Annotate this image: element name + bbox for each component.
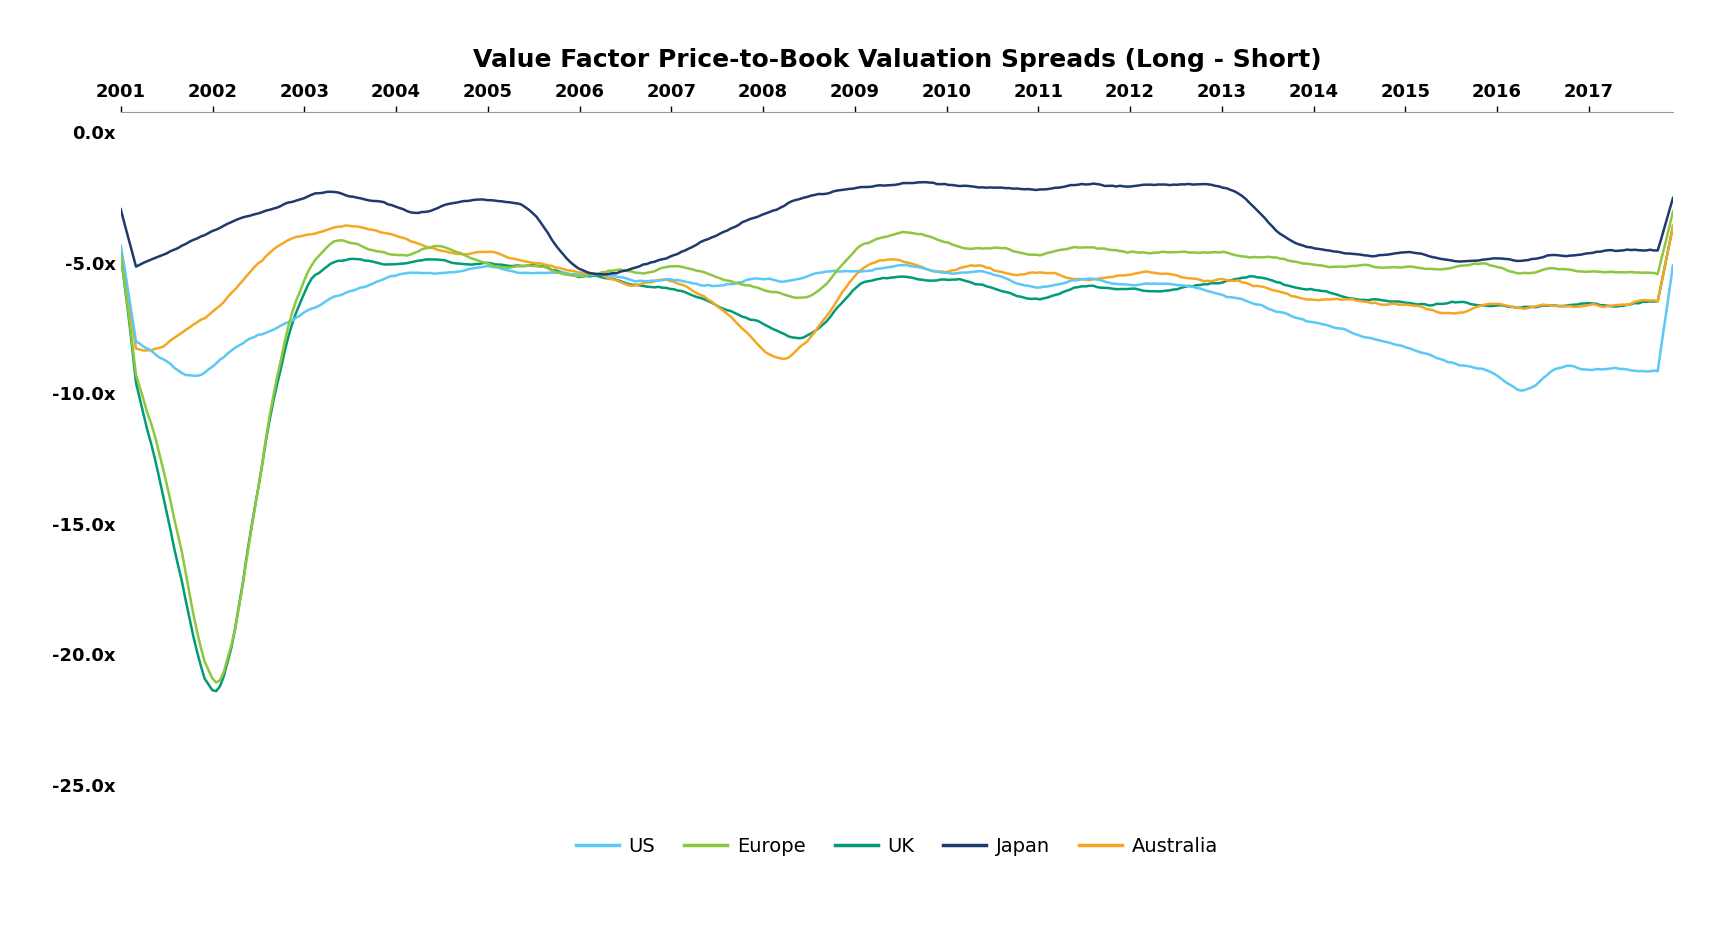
US — [1201, 286, 1221, 298]
Legend: US, Europe, UK, Japan, Australia: US, Europe, UK, Japan, Australia — [568, 829, 1226, 864]
US — [1663, 259, 1684, 271]
UK — [205, 685, 226, 697]
UK — [580, 271, 600, 282]
US — [1247, 299, 1268, 310]
Europe — [1251, 252, 1271, 263]
Japan — [633, 259, 654, 270]
Australia — [1254, 282, 1275, 293]
UK — [1206, 278, 1226, 289]
Japan — [916, 177, 937, 188]
Title: Value Factor Price-to-Book Valuation Spreads (Long - Short): Value Factor Price-to-Book Valuation Spr… — [473, 48, 1321, 73]
Japan — [1254, 213, 1275, 224]
Australia — [580, 267, 600, 278]
UK — [1251, 272, 1271, 284]
Australia — [633, 278, 654, 289]
UK — [1509, 302, 1530, 313]
Line: US: US — [121, 246, 1673, 391]
UK — [110, 249, 131, 260]
Japan — [1515, 255, 1535, 266]
Australia — [1663, 220, 1684, 232]
Australia — [980, 262, 1000, 273]
Japan — [576, 266, 597, 277]
Line: UK: UK — [121, 226, 1673, 691]
Europe — [976, 243, 997, 254]
Australia — [1515, 303, 1535, 314]
US — [630, 275, 650, 286]
Europe — [205, 677, 226, 688]
Europe — [1509, 268, 1530, 279]
Australia — [1209, 273, 1230, 285]
Japan — [1663, 193, 1684, 204]
Japan — [980, 182, 1000, 193]
Japan — [595, 269, 616, 280]
Japan — [1209, 180, 1230, 192]
Australia — [335, 219, 355, 231]
US — [576, 270, 597, 281]
US — [973, 266, 994, 277]
UK — [976, 281, 997, 292]
Japan — [110, 204, 131, 215]
US — [110, 240, 131, 251]
Europe — [580, 269, 600, 280]
Australia — [775, 353, 795, 365]
Australia — [110, 246, 131, 257]
Europe — [1206, 246, 1226, 258]
Line: Europe: Europe — [121, 211, 1673, 683]
Europe — [1663, 206, 1684, 217]
Europe — [633, 268, 654, 279]
UK — [1663, 220, 1684, 232]
Line: Japan: Japan — [121, 182, 1673, 274]
Europe — [110, 249, 131, 260]
US — [1506, 383, 1527, 394]
UK — [633, 281, 654, 292]
Line: Australia: Australia — [121, 225, 1673, 359]
US — [1509, 385, 1530, 396]
